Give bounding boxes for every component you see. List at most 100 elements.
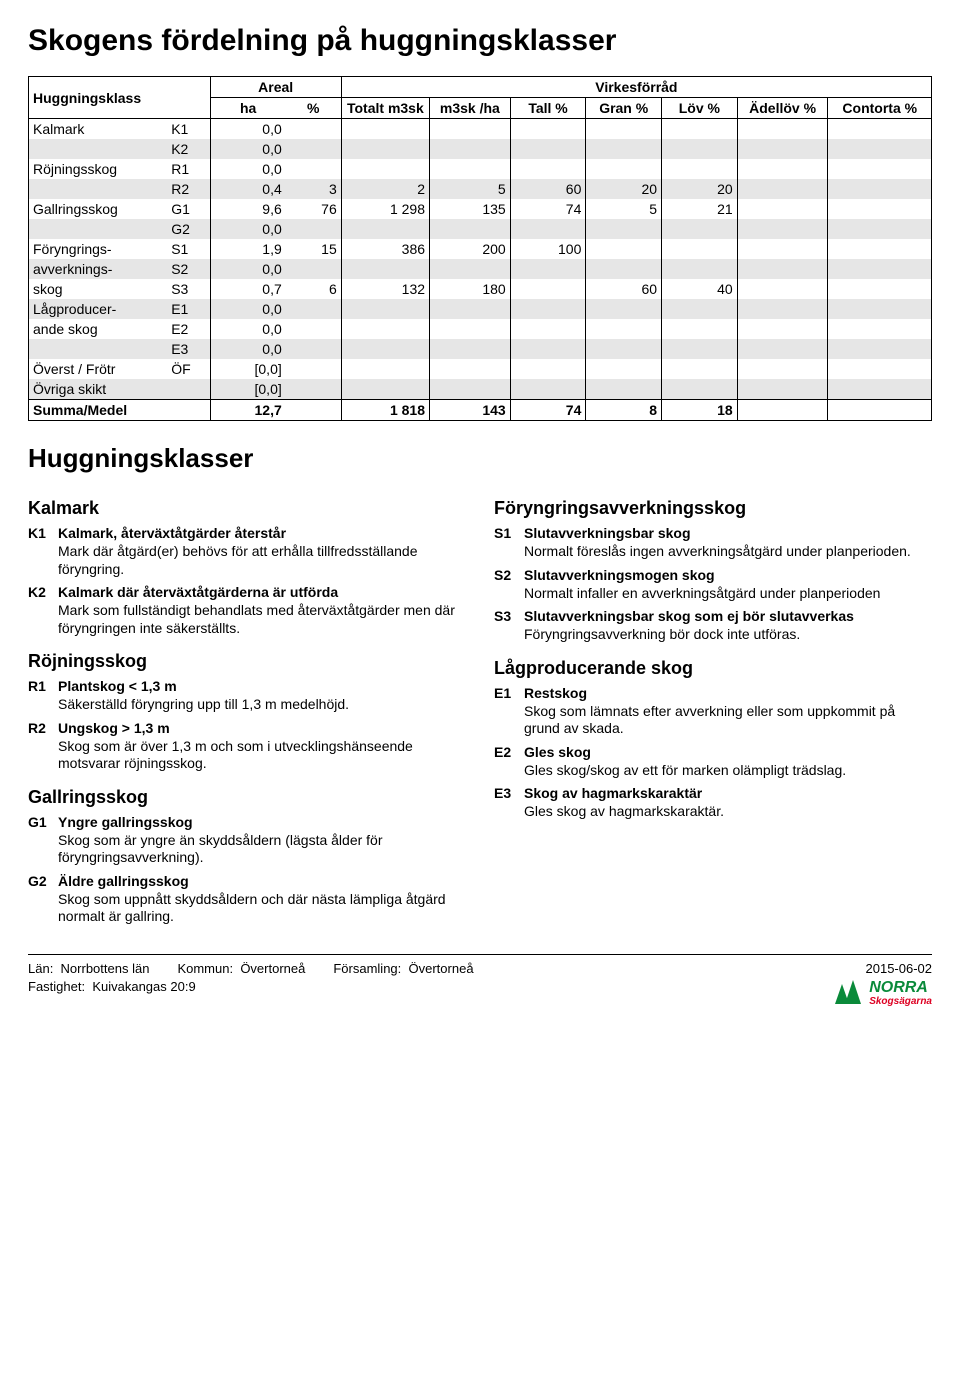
table-cell: G2	[167, 219, 210, 239]
table-cell	[29, 179, 168, 199]
table-cell: Lågproducer-	[29, 299, 168, 319]
table-row: Överst / FrötrÖF[0,0]	[29, 359, 932, 379]
table-cell: 9,6	[210, 199, 286, 219]
table-cell: K2	[167, 139, 210, 159]
table-cell: 100	[510, 239, 586, 259]
table-cell: 180	[430, 279, 511, 299]
table-cell: 60	[510, 179, 586, 199]
table-cell	[828, 279, 932, 299]
table-cell	[737, 219, 828, 239]
logo-bottom: Skogsägarna	[869, 997, 932, 1006]
table-cell	[662, 259, 738, 279]
table-cell: R2	[167, 179, 210, 199]
e1-body: Skog som lämnats efter avverkning eller …	[524, 703, 932, 738]
table-cell: 20	[586, 179, 662, 199]
table-cell	[586, 379, 662, 400]
sum-mh: 143	[430, 400, 511, 421]
table-cell: [0,0]	[210, 379, 286, 400]
th-virke: Virkesförråd	[341, 77, 931, 98]
g1-code: G1	[28, 814, 58, 830]
k2-label: Kalmark där återväxtåtgärderna är utförd…	[58, 584, 466, 600]
table-cell	[430, 319, 511, 339]
table-cell: 76	[286, 199, 341, 219]
sum-lv: 18	[662, 400, 738, 421]
table-cell	[341, 379, 429, 400]
table-cell: 20	[662, 179, 738, 199]
table-cell	[828, 299, 932, 319]
lagprod-title: Lågproducerande skog	[494, 658, 932, 679]
sum-ha: 12,7	[210, 400, 286, 421]
table-cell: Överst / Frötr	[29, 359, 168, 379]
table-cell: 6	[286, 279, 341, 299]
table-cell	[828, 219, 932, 239]
r1-label: Plantskog < 1,3 m	[58, 678, 466, 694]
lan-label: Län:	[28, 961, 53, 976]
table-cell	[586, 119, 662, 140]
sum-co	[828, 400, 932, 421]
table-cell: 132	[341, 279, 429, 299]
table-cell	[828, 199, 932, 219]
table-cell	[737, 339, 828, 359]
table-cell	[430, 119, 511, 140]
s1-label: Slutavverkningsbar skog	[524, 525, 932, 541]
section-title: Huggningsklasser	[28, 443, 932, 474]
g1-label: Yngre gallringsskog	[58, 814, 466, 830]
table-row: KalmarkK10,0	[29, 119, 932, 140]
table-cell: 0,4	[210, 179, 286, 199]
forsam-value: Övertorneå	[409, 961, 474, 976]
table-cell	[430, 139, 511, 159]
th-pct: %	[286, 98, 341, 119]
table-cell	[510, 119, 586, 140]
s3-body: Föryngringsavverkning bör dock inte utfö…	[524, 626, 932, 644]
table-cell	[828, 119, 932, 140]
e1-label: Restskog	[524, 685, 932, 701]
table-cell: 60	[586, 279, 662, 299]
table-cell: R1	[167, 159, 210, 179]
kalmark-title: Kalmark	[28, 498, 466, 519]
s2-label: Slutavverkningsmogen skog	[524, 567, 932, 583]
s3-code: S3	[494, 608, 524, 624]
table-cell: Övriga skikt	[29, 379, 168, 400]
r1-code: R1	[28, 678, 58, 694]
table-cell	[586, 139, 662, 159]
table-cell	[341, 139, 429, 159]
table-cell: S3	[167, 279, 210, 299]
table-cell	[286, 379, 341, 400]
table-cell	[737, 319, 828, 339]
table-cell	[662, 239, 738, 259]
sum-row: Summa/Medel 12,7 1 818 143 74 8 18	[29, 400, 932, 421]
g2-body: Skog som uppnått skyddsåldern och där nä…	[58, 891, 466, 926]
table-cell	[737, 299, 828, 319]
logo: NORRA Skogsägarna	[835, 979, 932, 1006]
e2-body: Gles skog/skog av ett för marken olämpli…	[524, 762, 932, 780]
r2-label: Ungskog > 1,3 m	[58, 720, 466, 736]
table-cell: ande skog	[29, 319, 168, 339]
foryngring-title: Föryngringsavverkningsskog	[494, 498, 932, 519]
table-cell	[341, 359, 429, 379]
table-cell: 1 298	[341, 199, 429, 219]
s2-code: S2	[494, 567, 524, 583]
th-hugg: Huggningsklass	[29, 77, 211, 119]
e2-code: E2	[494, 744, 524, 760]
table-cell	[341, 319, 429, 339]
k2-body: Mark som fullständigt behandlats med åte…	[58, 602, 466, 637]
sum-ad	[737, 400, 828, 421]
table-cell	[286, 339, 341, 359]
r2-code: R2	[28, 720, 58, 736]
table-cell	[29, 339, 168, 359]
table-cell: 21	[662, 199, 738, 219]
table-cell	[737, 119, 828, 140]
table-cell: 74	[510, 199, 586, 219]
logo-tree-icon	[835, 980, 863, 1004]
table-cell: 0,0	[210, 299, 286, 319]
table-cell: E1	[167, 299, 210, 319]
th-lov: Löv %	[662, 98, 738, 119]
table-cell	[586, 319, 662, 339]
table-cell	[737, 239, 828, 259]
table-row: K20,0	[29, 139, 932, 159]
table-cell	[586, 339, 662, 359]
table-cell	[586, 299, 662, 319]
k1-body: Mark där åtgärd(er) behövs för att erhål…	[58, 543, 466, 578]
table-cell	[737, 279, 828, 299]
table-cell	[586, 259, 662, 279]
